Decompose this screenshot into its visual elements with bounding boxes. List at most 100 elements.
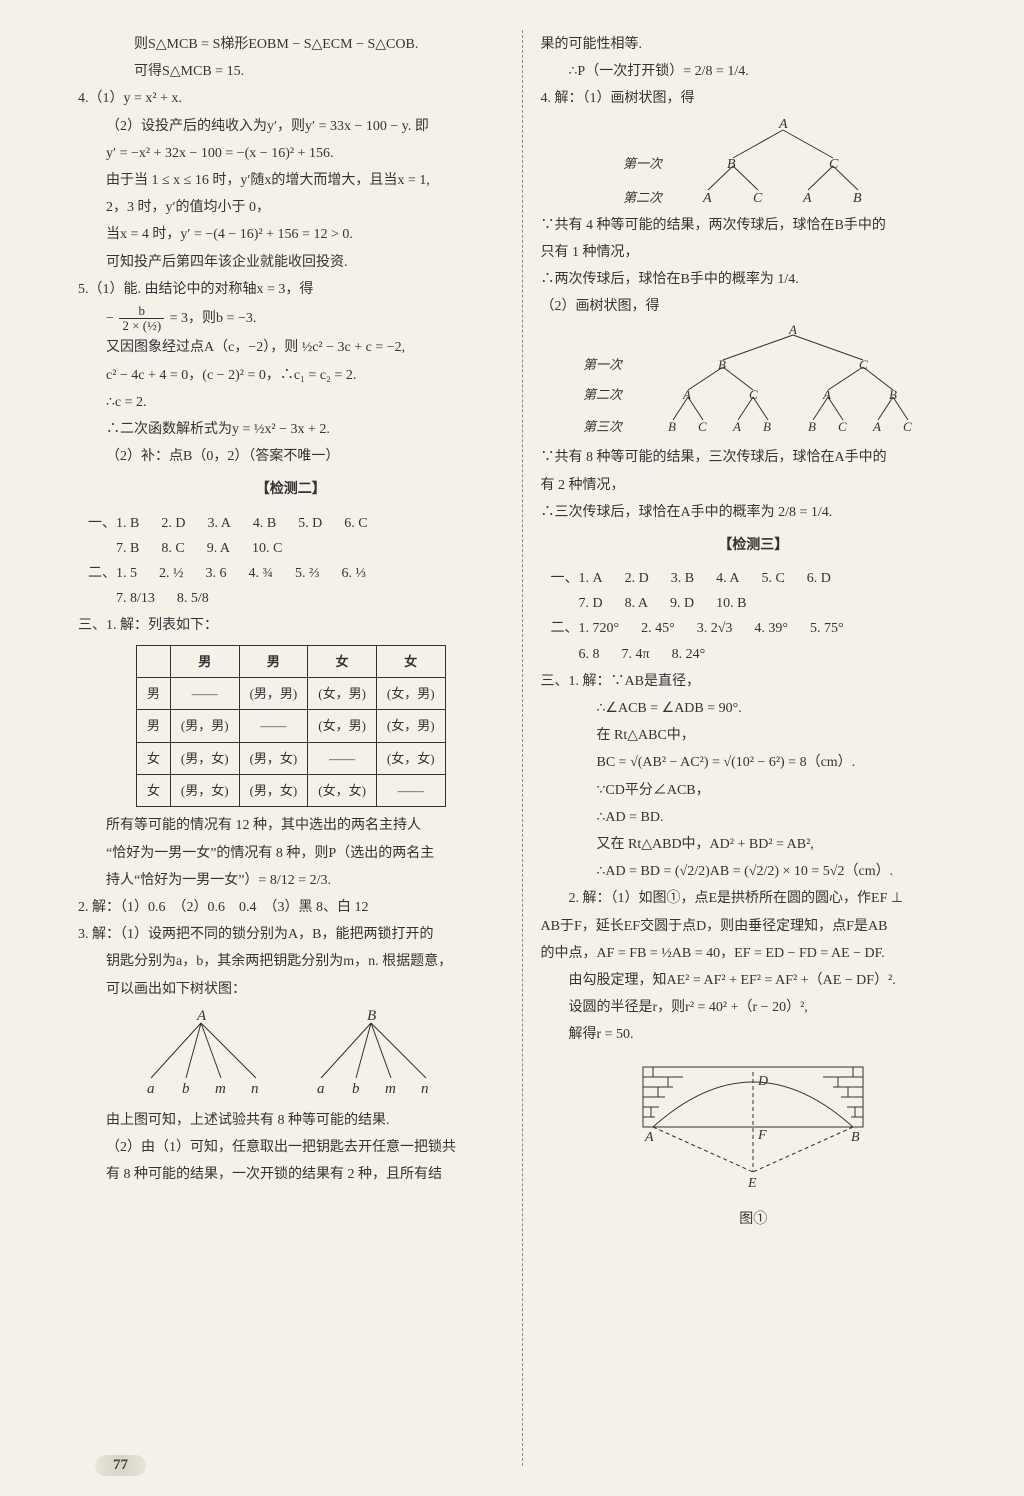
text-line: AB于F，延长EF交圆于点D，则由垂径定理知，点F是AB — [541, 914, 967, 939]
svg-text:C: C — [753, 191, 763, 203]
svg-text:C: C — [698, 419, 707, 434]
text-line: BC = √(AB² − AC²) = √(10² − 6²) = 8（cm）. — [541, 750, 967, 775]
text-line: c² − 4c + 4 = 0，(c − 2)² = 0，∴c₁ = c₂ = … — [78, 363, 504, 388]
table-row: 男——(男，男)(女，男)(女，男) — [136, 677, 445, 709]
ans: 3. B — [671, 566, 694, 591]
text-line: （2）补：点B（0，2）（答案不唯一） — [78, 444, 504, 469]
svg-text:A: A — [802, 191, 812, 203]
td: —— — [170, 677, 239, 709]
td: (女，男) — [308, 677, 377, 709]
text-line: 又在 Rt△ABD中，AD² + BD² = AB², — [541, 832, 967, 857]
svg-text:A: A — [822, 387, 831, 402]
svg-text:B: B — [889, 387, 897, 402]
svg-text:第三次: 第三次 — [583, 419, 624, 434]
ans: 3. 6 — [206, 561, 227, 586]
text-line: 2. 解：（1）0.6 （2）0.6 0.4 （3）黑 8、白 12 — [78, 895, 504, 920]
tree-diagram-keys: AB abmn abmn — [78, 1008, 504, 1098]
td: (女，女) — [376, 742, 445, 774]
ans: 3. A — [207, 511, 230, 536]
svg-text:a: a — [317, 1081, 325, 1097]
text-line: 5.（1）能. 由结论中的对称轴x = 3，得 — [78, 277, 504, 302]
text-line: ∴c = 2. — [78, 390, 504, 415]
svg-text:n: n — [421, 1081, 429, 1097]
left-column: 则S△MCB = S梯形EOBM − S△ECM − S△COB. 可得S△MC… — [60, 30, 523, 1466]
ans: 二、1. 720° — [551, 616, 620, 641]
text-line: 4. 解：（1）画树状图，得 — [541, 86, 967, 111]
ans: 7. 4π — [622, 642, 650, 667]
td: (男，女) — [170, 775, 239, 807]
text-line: 所有等可能的情况有 12 种，其中选出的两名主持人 — [78, 813, 504, 838]
point-d: D — [757, 1074, 768, 1089]
ans: 7. 8/13 — [116, 586, 155, 611]
text-line: 由勾股定理，知AE² = AF² + EF² = AF² +（AE − DF）²… — [541, 968, 967, 993]
ans: 6. C — [344, 511, 367, 536]
table-header-row: 男 男 女 女 — [136, 645, 445, 677]
tree-diagram-1: A BC ACAB 第一次第二次 — [541, 118, 967, 203]
td: (男，男) — [170, 710, 239, 742]
svg-text:B: B — [808, 419, 816, 434]
ans: 4. ¾ — [249, 561, 274, 586]
answer-row: 6. 8 7. 4π 8. 24° — [541, 642, 967, 667]
svg-text:C: C — [859, 357, 868, 372]
ans: 8. A — [625, 591, 648, 616]
ans: 4. A — [716, 566, 739, 591]
text-line: ∵共有 8 种等可能的结果，三次传球后，球恰在A手中的 — [541, 445, 967, 470]
svg-text:第二次: 第二次 — [623, 190, 664, 203]
ans: 7. D — [579, 591, 603, 616]
text-line: （2）画树状图，得 — [541, 294, 967, 319]
svg-text:C: C — [903, 419, 912, 434]
ans: 2. ½ — [159, 561, 184, 586]
ans: 9. A — [207, 536, 230, 561]
text-line: 2. 解：（1）如图①，点E是拱桥所在圆的圆心，作EF ⊥ — [541, 886, 967, 911]
text-line: 由上图可知，上述试验共有 8 种等可能的结果. — [78, 1108, 504, 1133]
text-line: 持人“恰好为一男一女”）= 8/12 = 2/3. — [78, 868, 504, 893]
ans: 一、1. A — [551, 566, 603, 591]
answer-row: 一、1. A 2. D 3. B 4. A 5. C 6. D — [541, 566, 967, 591]
svg-text:A: A — [788, 325, 797, 337]
svg-text:第一次: 第一次 — [623, 156, 664, 171]
text-line: 当x = 4 时，y′ = −(4 − 16)² + 156 = 12 > 0. — [78, 222, 504, 247]
th: 男 — [170, 645, 239, 677]
text-line: 的中点，AF = FB = ½AB = 40，EF = ED − FD = AE… — [541, 941, 967, 966]
td: (女，男) — [376, 710, 445, 742]
probability-table: 男 男 女 女 男——(男，男)(女，男)(女，男) 男(男，男)——(女，男)… — [136, 645, 446, 808]
ans: 二、1. 5 — [88, 561, 137, 586]
page-root: 则S△MCB = S梯形EOBM − S△ECM − S△COB. 可得S△MC… — [0, 0, 1024, 1496]
answer-row: 7. D 8. A 9. D 10. B — [541, 591, 967, 616]
answer-row: 7. 8/13 8. 5/8 — [78, 586, 504, 611]
tree-svg: A BC ACAB 第一次第二次 — [613, 118, 893, 203]
svg-text:n: n — [251, 1081, 259, 1097]
text-line: 4.（1）y = x² + x. — [78, 86, 504, 111]
ans: 6. D — [807, 566, 831, 591]
ans: 7. B — [116, 536, 139, 561]
td: 女 — [136, 742, 170, 774]
text-line: 有 8 种可能的结果，一次开锁的结果有 2 种，且所有结 — [78, 1162, 504, 1187]
svg-text:a: a — [147, 1081, 155, 1097]
point-b: B — [851, 1130, 860, 1145]
svg-text:C: C — [829, 157, 839, 172]
td: 男 — [136, 710, 170, 742]
text-line: 果的可能性相等. — [541, 32, 967, 57]
text-line: y′ = −x² + 32x − 100 = −(x − 16)² + 156. — [78, 141, 504, 166]
ans: 6. 8 — [579, 642, 600, 667]
figure-label: 图① — [541, 1207, 967, 1232]
text-line: ∴P（一次打开锁）= 2/8 = 1/4. — [541, 59, 967, 84]
answer-row: 7. B 8. C 9. A 10. C — [78, 536, 504, 561]
section-heading: 【检测二】 — [78, 477, 504, 502]
td: (男，女) — [239, 775, 308, 807]
bridge-figure: A B D F E 图① — [541, 1057, 967, 1231]
table-row: 女(男，女)(男，女)——(女，女) — [136, 742, 445, 774]
td: (男，男) — [239, 677, 308, 709]
text-line: 有 2 种情况， — [541, 473, 967, 498]
ans: 5. C — [761, 566, 784, 591]
td: (男，女) — [170, 742, 239, 774]
svg-text:B: B — [367, 1008, 376, 1024]
td: —— — [308, 742, 377, 774]
text-line: 钥匙分别为a，b，其余两把钥匙分别为m，n. 根据题意， — [78, 949, 504, 974]
th: 女 — [376, 645, 445, 677]
table-row: 男(男，男)——(女，男)(女，男) — [136, 710, 445, 742]
ans: 5. 75° — [810, 616, 844, 641]
text-line: 在 Rt△ABC中， — [541, 723, 967, 748]
answer-row: 二、1. 5 2. ½ 3. 6 4. ¾ 5. ⅔ 6. ⅓ — [78, 561, 504, 586]
text-line: 又因图象经过点A（c，−2），则 ½c² − 3c + c = −2, — [78, 335, 504, 360]
